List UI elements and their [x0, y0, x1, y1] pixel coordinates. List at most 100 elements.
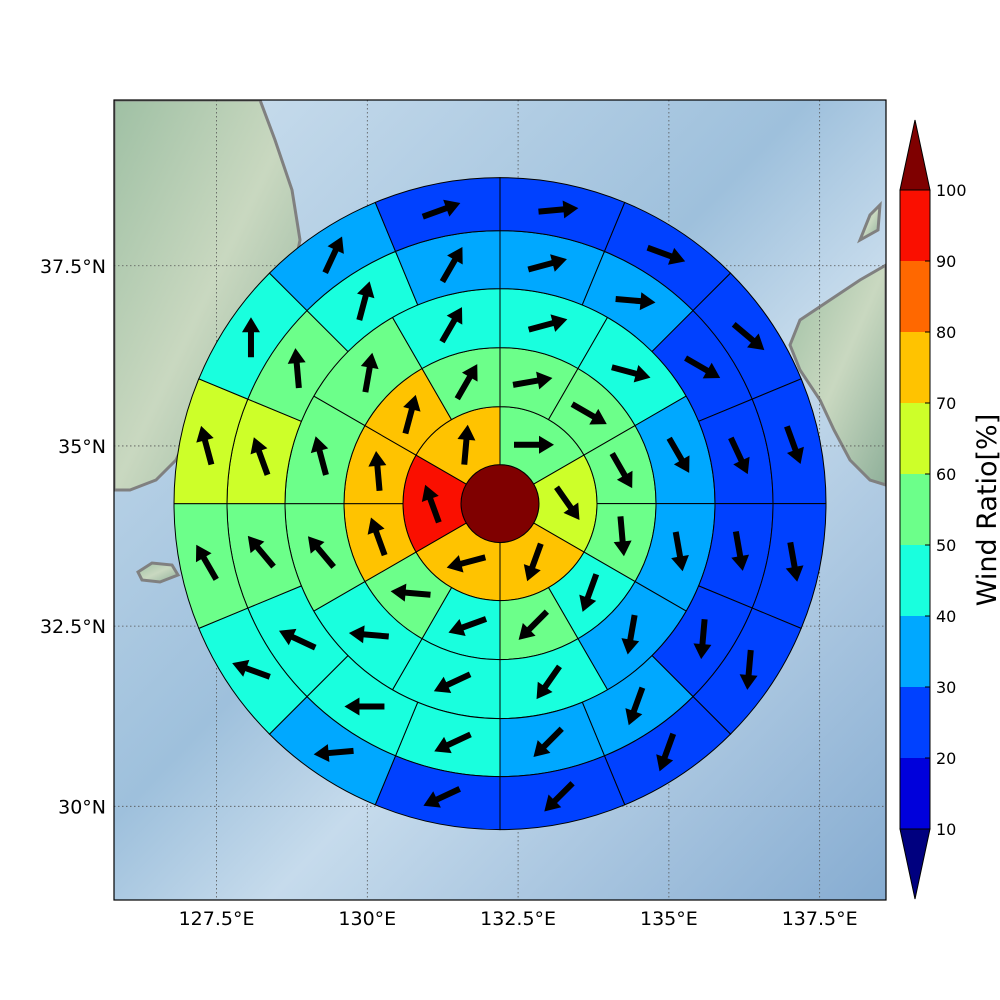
wind-arrow	[457, 424, 476, 465]
map-frame	[113, 99, 887, 901]
colorbar-tick-label: 10	[936, 820, 956, 839]
wind-arrow	[731, 530, 750, 571]
wind-arrow	[368, 450, 387, 492]
wind-arrow	[518, 609, 550, 640]
wind-arrow	[310, 436, 329, 476]
wind-arrow	[454, 364, 478, 401]
wind-arrows	[195, 199, 804, 812]
wind-arrow	[554, 485, 580, 520]
wind-arrow	[544, 781, 575, 812]
land-japan	[788, 263, 886, 487]
x-tick-label: 135°E	[640, 908, 698, 930]
colorbar-segment	[900, 687, 930, 758]
wind-arrow	[232, 659, 271, 680]
wind-arrow	[671, 531, 689, 572]
wind-arrow	[307, 536, 336, 569]
wind-ratio-sectors	[173, 177, 827, 831]
map-area	[114, 100, 886, 900]
colorbar-tick-label: 90	[936, 252, 956, 271]
wind-arrow	[356, 281, 375, 321]
wind-arrow	[621, 614, 640, 655]
y-tick-label: 32.5°N	[40, 616, 106, 638]
wind-arrow	[241, 317, 260, 358]
wind-arrow	[739, 649, 758, 690]
wind-arrow	[579, 573, 600, 612]
wind-arrow	[322, 236, 344, 274]
colorbar: 10 20 30 40 50 60 70 80 90 100	[899, 119, 967, 900]
colorbar-frame	[899, 189, 931, 830]
wind-arrow	[390, 583, 431, 602]
wind-arrow	[625, 686, 646, 726]
wind-arrow	[514, 435, 554, 454]
x-tick-label: 137.5°E	[782, 908, 858, 930]
colorbar-segment	[900, 616, 930, 687]
wind-arrow	[448, 616, 488, 636]
colorbar-tick-label: 80	[936, 323, 956, 342]
colorbar-segment	[900, 474, 930, 545]
wind-arrow	[439, 246, 463, 284]
colorbar-extend-bottom	[899, 828, 931, 900]
wind-arrow	[195, 544, 219, 581]
wind-arrow	[731, 322, 765, 351]
colorbar-tick-label: 100	[936, 181, 967, 200]
wind-arrow	[287, 348, 306, 389]
wind-arrow	[693, 618, 712, 660]
wind-arrow	[728, 436, 750, 475]
wind-arrow	[402, 394, 421, 435]
wind-arrow	[785, 541, 804, 582]
sector-cell	[374, 177, 501, 253]
wind-arrow	[533, 726, 564, 758]
colorbar-tick-label: 20	[936, 749, 956, 768]
wind-arrow	[278, 628, 317, 651]
wind-arrow	[512, 371, 553, 390]
wind-arrow	[196, 425, 215, 466]
colorbar-segment	[900, 261, 930, 332]
land-japan-north	[857, 201, 882, 244]
wind-arrow	[538, 200, 579, 219]
wind-arrow	[344, 697, 385, 716]
wind-arrow	[367, 517, 388, 557]
colorbar-tick-label: 60	[936, 465, 956, 484]
wind-arrow	[536, 664, 562, 700]
wind-arrow	[421, 199, 461, 220]
wind-arrow	[613, 516, 632, 557]
x-tick-label: 127.5°E	[179, 908, 255, 930]
wind-arrow	[611, 364, 651, 383]
wind-arrow	[666, 436, 690, 473]
y-tick-labels: 30°N 32.5°N 35°N 37.5°N	[40, 256, 106, 819]
wind-arrow	[360, 352, 379, 393]
colorbar-tick-label: 50	[936, 536, 956, 555]
colorbar-tick-label: 70	[936, 394, 956, 413]
wind-arrow	[348, 625, 390, 644]
colorbar-segment	[900, 545, 930, 616]
colorbar-label: Wind Ratio[%]	[972, 414, 1000, 606]
colorbar-segment	[900, 190, 930, 261]
wind-arrow	[527, 314, 568, 333]
wind-arrow	[433, 671, 472, 694]
wind-arrow	[570, 401, 607, 425]
wind-arrow	[646, 244, 686, 265]
wind-arrow	[656, 732, 677, 772]
wind-arrow	[523, 542, 544, 582]
wind-arrow	[784, 425, 804, 464]
wind-arrow	[313, 744, 354, 763]
wind-arrow	[434, 731, 472, 754]
wind-arrow	[421, 484, 442, 524]
x-tick-label: 132.5°E	[480, 908, 556, 930]
wind-arrow	[423, 786, 461, 808]
colorbar-tick-label: 30	[936, 678, 956, 697]
wind-arrow	[615, 292, 656, 311]
y-tick-label: 37.5°N	[40, 256, 106, 278]
wind-arrow	[446, 554, 487, 573]
x-tick-label: 130°E	[338, 908, 396, 930]
wind-arrow	[247, 535, 276, 569]
colorbar-segment	[900, 758, 930, 829]
wind-arrow	[609, 452, 633, 489]
x-tick-labels: 127.5°E 130°E 132.5°E 135°E 137.5°E	[179, 908, 858, 930]
wind-arrow	[684, 355, 721, 379]
colorbar-tick-label: 40	[936, 607, 956, 626]
wind-arrow	[250, 437, 271, 476]
colorbar-segment	[900, 403, 930, 474]
land-jeju	[136, 561, 181, 584]
